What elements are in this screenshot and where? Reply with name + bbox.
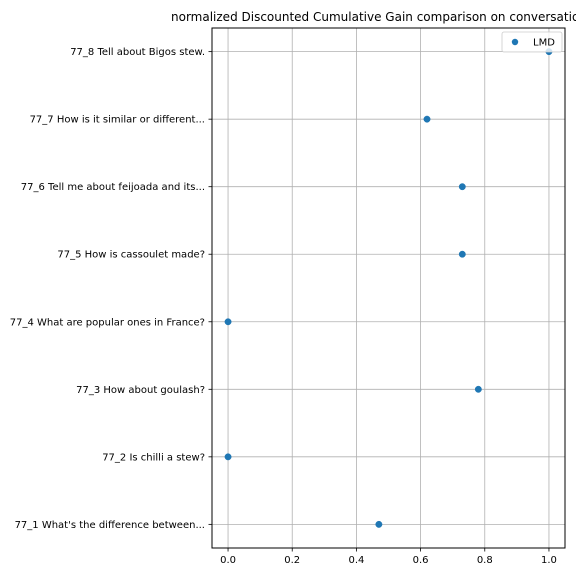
legend: LMD bbox=[501, 31, 563, 53]
data-point bbox=[423, 115, 431, 123]
x-tick-label: 1.0 bbox=[541, 555, 557, 566]
x-tick-label: 0.8 bbox=[477, 555, 493, 566]
x-axis: 0.0 0.2 0.4 0.6 0.8 1.0 bbox=[220, 548, 557, 566]
legend-label: LMD bbox=[533, 38, 555, 49]
y-tick-label: 77_8 Tell about Bigos stew. bbox=[70, 47, 205, 58]
y-tick-label: 77_4 What are popular ones in France? bbox=[10, 317, 205, 328]
y-tick-label: 77_7 How is it similar or different... bbox=[30, 115, 205, 126]
data-point bbox=[224, 453, 232, 461]
data-point bbox=[458, 183, 466, 191]
x-tick-label: 0.2 bbox=[284, 555, 300, 566]
y-axis: 77_1 What's the difference between... 77_… bbox=[10, 47, 212, 531]
legend-marker bbox=[511, 38, 519, 46]
legend-box bbox=[501, 31, 563, 53]
y-tick-label: 77_2 Is chilli a stew? bbox=[102, 452, 205, 463]
y-tick-label: 77_3 How about goulash? bbox=[76, 385, 205, 396]
x-tick-label: 0.6 bbox=[413, 555, 429, 566]
data-point bbox=[474, 385, 482, 393]
data-point bbox=[375, 520, 383, 528]
grid-layer bbox=[212, 28, 565, 548]
plot-frame bbox=[211, 27, 566, 549]
marks-layer bbox=[224, 48, 553, 528]
data-point bbox=[458, 250, 466, 258]
x-tick-label: 0.0 bbox=[220, 555, 236, 566]
data-point bbox=[224, 318, 232, 326]
y-tick-label: 77_6 Tell me about feijoada and its... bbox=[21, 182, 205, 193]
y-tick-label: 77_5 How is cassoulet made? bbox=[57, 250, 205, 261]
chart-clip-group: normalized Discounted Cumulative Gain co… bbox=[10, 10, 576, 566]
chart-title: normalized Discounted Cumulative Gain co… bbox=[171, 10, 576, 24]
x-tick-label: 0.4 bbox=[348, 555, 364, 566]
y-tick-label: 77_1 What's the difference between... bbox=[15, 520, 205, 531]
